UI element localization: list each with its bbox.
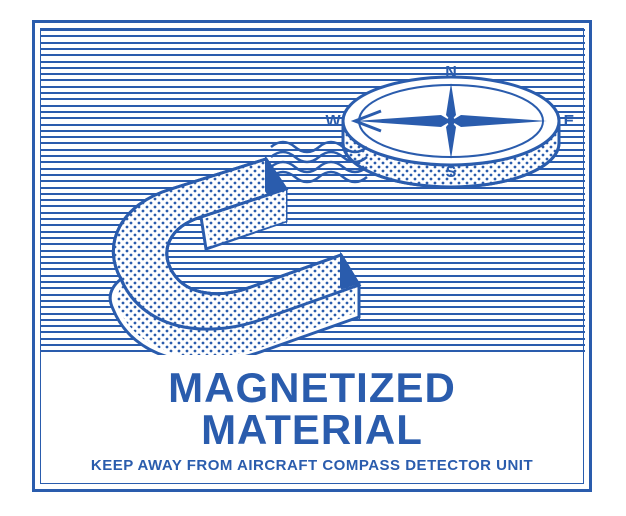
svg-text:S: S	[446, 164, 457, 181]
label-text-area: MAGNETIZED MATERIAL KEEP AWAY FROM AIRCR…	[41, 367, 583, 474]
magnet-compass-illustration: N S W E	[41, 29, 585, 355]
magnetized-material-label: N S W E MAGNETIZED MATERIAL KEEP AWAY FROM …	[0, 0, 626, 516]
svg-text:E: E	[564, 113, 575, 130]
svg-text:W: W	[325, 113, 341, 130]
subtitle: KEEP AWAY FROM AIRCRAFT COMPASS DETECTOR…	[41, 457, 583, 474]
title-line-2: MATERIAL	[41, 409, 583, 451]
title-line-1: MAGNETIZED	[41, 367, 583, 409]
inner-border: N S W E MAGNETIZED MATERIAL KEEP AWAY FROM …	[40, 28, 584, 484]
svg-text:N: N	[445, 64, 457, 81]
magnet-icon	[110, 159, 359, 355]
